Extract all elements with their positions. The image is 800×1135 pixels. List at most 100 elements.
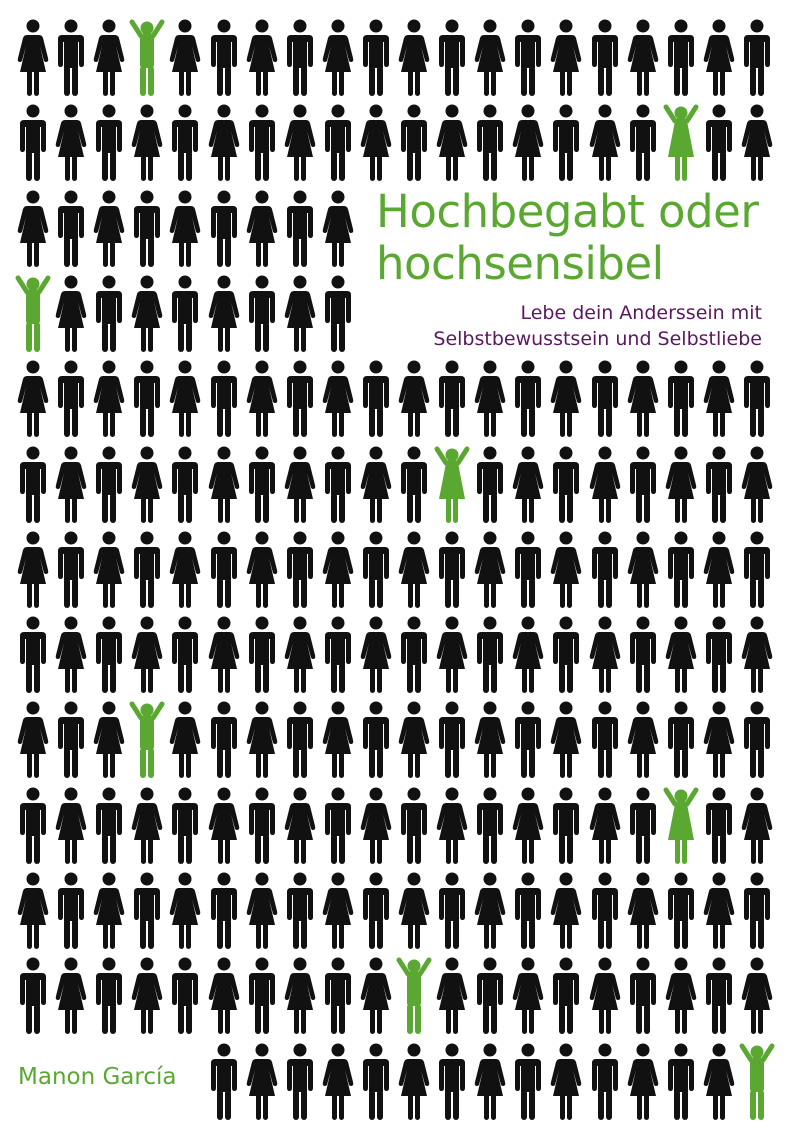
woman-figure-icon [396,18,432,96]
woman-figure-icon [358,956,394,1035]
man-figure-icon [282,359,318,438]
man-figure-icon [206,359,242,438]
woman-figure-icon [282,956,318,1035]
man-figure-icon [587,1042,623,1120]
woman-figure-icon [701,18,737,96]
man-figure-icon [282,871,318,949]
man-figure-icon [167,956,203,1035]
highlighted-woman-figure-icon [434,445,470,523]
man-figure-icon [167,615,203,694]
highlighted-man-figure-icon [129,700,165,779]
man-figure-icon [510,871,546,949]
man-figure-icon [167,103,203,182]
man-figure-icon [53,359,89,438]
man-figure-icon [320,274,356,352]
man-figure-icon [625,445,661,523]
woman-figure-icon [129,615,165,694]
woman-figure-icon [587,615,623,694]
man-figure-icon [739,871,775,949]
woman-figure-icon [510,786,546,864]
highlighted-man-figure-icon [15,274,51,352]
man-figure-icon [548,103,584,182]
woman-figure-icon [739,956,775,1035]
man-figure-icon [206,530,242,608]
highlighted-man-figure-icon [739,1042,775,1120]
man-figure-icon [282,700,318,779]
man-figure-icon [510,359,546,438]
man-figure-icon [91,103,127,182]
woman-figure-icon [510,445,546,523]
woman-figure-icon [434,103,470,182]
man-figure-icon [320,615,356,694]
man-figure-icon [129,871,165,949]
woman-figure-icon [53,786,89,864]
woman-figure-icon [320,18,356,96]
woman-figure-icon [91,359,127,438]
man-figure-icon [206,700,242,779]
man-figure-icon [434,18,470,96]
woman-figure-icon [244,871,280,949]
man-figure-icon [53,530,89,608]
woman-figure-icon [472,18,508,96]
man-figure-icon [206,871,242,949]
woman-figure-icon [129,274,165,352]
woman-figure-icon [472,1042,508,1120]
book-title: Hochbegabt oder hochsensibel [376,186,759,290]
man-figure-icon [701,956,737,1035]
man-figure-icon [244,103,280,182]
woman-figure-icon [625,871,661,949]
man-figure-icon [701,445,737,523]
man-figure-icon [358,359,394,438]
woman-figure-icon [548,1042,584,1120]
woman-figure-icon [701,700,737,779]
man-figure-icon [510,1042,546,1120]
woman-figure-icon [244,700,280,779]
man-figure-icon [91,786,127,864]
woman-figure-icon [206,274,242,352]
woman-figure-icon [434,615,470,694]
man-figure-icon [396,103,432,182]
man-figure-icon [548,615,584,694]
man-figure-icon [510,18,546,96]
woman-figure-icon [15,359,51,438]
man-figure-icon [587,530,623,608]
woman-figure-icon [320,189,356,267]
woman-figure-icon [434,786,470,864]
man-figure-icon [15,786,51,864]
woman-figure-icon [701,530,737,608]
man-figure-icon [663,359,699,438]
woman-figure-icon [510,615,546,694]
man-figure-icon [167,786,203,864]
man-figure-icon [358,871,394,949]
woman-figure-icon [396,700,432,779]
woman-figure-icon [625,530,661,608]
woman-figure-icon [320,530,356,608]
woman-figure-icon [91,871,127,949]
man-figure-icon [53,871,89,949]
man-figure-icon [244,956,280,1035]
man-figure-icon [472,615,508,694]
woman-figure-icon [358,103,394,182]
woman-figure-icon [53,103,89,182]
woman-figure-icon [358,786,394,864]
title-line-2: hochsensibel [376,237,664,290]
book-subtitle: Lebe dein Anderssein mit Selbstbewusstse… [433,300,762,352]
man-figure-icon [15,445,51,523]
woman-figure-icon [91,189,127,267]
author-name: Manon García [18,1064,177,1090]
woman-figure-icon [206,445,242,523]
man-figure-icon [396,786,432,864]
highlighted-woman-figure-icon [663,103,699,182]
woman-figure-icon [15,700,51,779]
woman-figure-icon [15,871,51,949]
woman-figure-icon [434,956,470,1035]
man-figure-icon [625,615,661,694]
man-figure-icon [548,445,584,523]
man-figure-icon [472,445,508,523]
woman-figure-icon [282,274,318,352]
man-figure-icon [434,700,470,779]
woman-figure-icon [625,700,661,779]
woman-figure-icon [358,445,394,523]
man-figure-icon [663,530,699,608]
woman-figure-icon [701,1042,737,1120]
